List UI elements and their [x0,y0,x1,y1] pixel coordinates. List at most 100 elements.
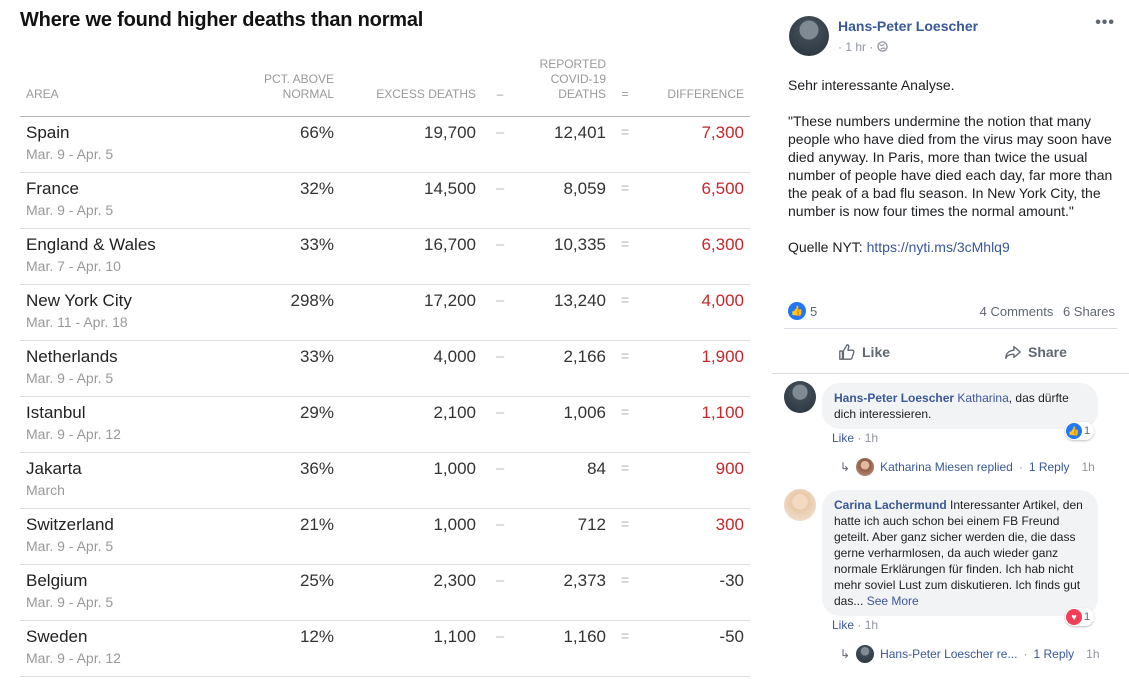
cell-excess-deaths: 14,500 [340,172,482,229]
meta-separator: · [838,40,842,54]
cell-area: France Mar. 9 - Apr. 5 [20,172,210,229]
header-excess-deaths: EXCESS DEATHS [340,56,482,117]
reply-arrow-icon: ↳ [840,647,851,661]
reply-count[interactable]: 1 Reply [1028,460,1070,474]
cell-pct-above-normal: 32% [210,172,340,229]
post-intro: Sehr interessante Analyse. [788,77,955,93]
header-pct-above-normal: PCT. ABOVE NORMAL [210,56,340,117]
cell-pct-above-normal: 25% [210,564,340,621]
area-name: Spain [26,122,70,142]
cell-excess-deaths: 1,000 [340,508,482,565]
cell-reported-deaths: 2,373 [518,564,612,621]
view-replies-link[interactable]: ↳ Hans-Peter Loescher re... · 1 Reply 1h [840,645,1100,663]
cell-pct-above-normal: 33% [210,228,340,285]
area-dates: Mar. 11 - Apr. 18 [26,313,128,330]
area-name: Jakarta [26,458,82,478]
commenter-avatar[interactable] [784,489,816,521]
area-name: Netherlands [26,346,118,366]
replier-name[interactable]: Hans-Peter Loescher re... [880,647,1018,661]
reaction-count[interactable]: 5 [810,303,818,319]
comments-count[interactable]: 4 Comments [979,304,1054,319]
share-label: Share [1028,344,1067,360]
cell-equals: = [612,452,638,509]
post-time[interactable]: 1 hr [845,40,867,54]
commenter-name[interactable]: Carina Lachermund [834,498,947,512]
cell-pct-above-normal: 36% [210,452,340,509]
header-difference: DIFFERENCE [638,56,750,117]
like-button[interactable]: Like [838,343,890,361]
area-dates: Mar. 9 - Apr. 5 [26,201,114,218]
comment-time[interactable]: 1h [864,618,879,632]
source-link[interactable]: https://nyti.ms/3cMhlq9 [866,239,1010,255]
comment-reaction-count: 1 [1084,425,1091,437]
cell-difference: -50 [638,620,750,677]
engagement-counts: 4 Comments 6 Shares [974,304,1115,319]
cell-difference: 300 [638,508,750,565]
view-replies-link[interactable]: ↳ Katharina Miesen replied · 1 Reply 1h [840,458,1095,476]
nyt-table-panel: Where we found higher deaths than normal… [20,9,750,677]
cell-minus: – [482,508,518,565]
header-equals: = [612,56,638,117]
reaction-summary[interactable]: 👍 5 [788,302,817,320]
meta-separator-2: · [869,40,874,54]
comment-reactions[interactable]: ♥ 1 [1065,608,1095,626]
cell-excess-deaths: 16,700 [340,228,482,285]
area-dates: Mar. 9 - Apr. 5 [26,593,114,610]
cell-excess-deaths: 4,000 [340,340,482,397]
comment-bubble: Carina Lachermund Interessanter Artikel,… [822,490,1098,616]
excess-deaths-table: AREA PCT. ABOVE NORMAL EXCESS DEATHS – RE… [20,56,750,677]
more-options-icon[interactable]: ••• [1095,14,1115,31]
area-name: Belgium [26,570,88,590]
reply-separator: · [1023,647,1028,661]
cell-excess-deaths: 2,300 [340,564,482,621]
table-row: Jakarta March 36% 1,000–84 = 900 [20,452,750,509]
cell-difference: 1,100 [638,396,750,453]
cell-minus: – [482,284,518,341]
table-row: Sweden Mar. 9 - Apr. 12 12% 1,100–1,160 = -50 [20,620,750,677]
shares-count[interactable]: 6 Shares [1062,304,1115,319]
cell-excess-deaths: 19,700 [340,116,482,173]
commenter-name[interactable]: Hans-Peter Loescher [834,391,955,405]
table-row: Netherlands Mar. 9 - Apr. 5 33% 4,000–2,166… [20,340,750,397]
header-minus: – [482,56,518,117]
table-row: France Mar. 9 - Apr. 5 32% 14,500–8,059 = 6,5… [20,172,750,229]
post-author-name[interactable]: Hans-Peter Loescher [838,18,979,34]
cell-equals: = [612,564,638,621]
cell-minus: – [482,620,518,677]
cell-difference: 1,900 [638,340,750,397]
post-text: Sehr interessante Analyse. "These number… [788,76,1120,274]
cell-area: Sweden Mar. 9 - Apr. 12 [20,620,210,677]
globe-icon[interactable] [876,41,888,52]
like-reaction-icon: 👍 [1066,423,1082,439]
reply-count[interactable]: 1 Reply [1033,647,1075,661]
cell-difference: 900 [638,452,750,509]
cell-area: Istanbul Mar. 9 - Apr. 12 [20,396,210,453]
author-avatar[interactable] [789,16,829,56]
comment-reactions[interactable]: 👍 1 [1065,422,1095,440]
cell-minus: – [482,564,518,621]
cell-equals: = [612,284,638,341]
cell-equals: = [612,620,638,677]
table-header-row: AREA PCT. ABOVE NORMAL EXCESS DEATHS – RE… [20,56,750,117]
see-more-link[interactable]: See More [866,594,919,608]
replier-name[interactable]: Katharina Miesen replied [880,460,1013,474]
source-label: Quelle NYT: [788,239,863,255]
table-body: Spain Mar. 9 - Apr. 5 66% 19,700–12,401 = 7,3… [20,116,750,677]
commenter-avatar[interactable] [784,381,816,413]
cell-minus: – [482,340,518,397]
cell-minus: – [482,228,518,285]
like-label: Like [862,344,891,360]
area-dates: Mar. 9 - Apr. 5 [26,537,114,554]
cell-area: England & Wales Mar. 7 - Apr. 10 [20,228,210,285]
header-reported-deaths: REPORTED COVID-19 DEATHS [518,56,612,117]
comment-like-link[interactable]: Like [832,431,855,445]
comment-actions: Like · 1h [832,618,878,632]
comment-like-link[interactable]: Like [832,618,855,632]
comment-time[interactable]: 1h [864,431,879,445]
cell-area: New York City Mar. 11 - Apr. 18 [20,284,210,341]
table-row: New York City Mar. 11 - Apr. 18 298% 17,200… [20,284,750,341]
share-button[interactable]: Share [1004,343,1067,361]
comment-mention[interactable]: Katharina [957,391,1009,405]
area-dates: Mar. 9 - Apr. 5 [26,369,114,386]
table-title: Where we found higher deaths than normal [20,9,424,31]
